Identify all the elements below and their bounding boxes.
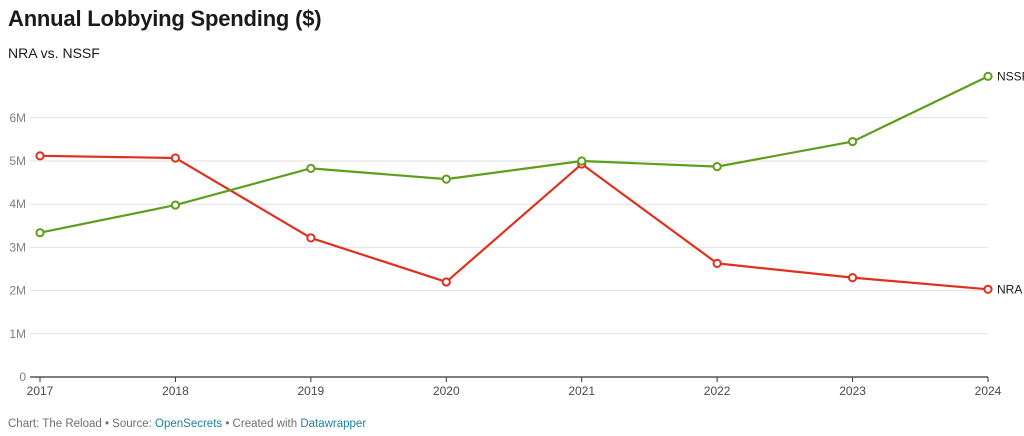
data-point-nra xyxy=(983,284,993,294)
y-tick-label: 0 xyxy=(19,370,26,384)
source-link[interactable]: OpenSecrets xyxy=(155,418,223,430)
x-tick-label: 2023 xyxy=(839,384,866,398)
x-tick-label: 2017 xyxy=(27,384,54,398)
data-point-nra xyxy=(712,258,722,268)
data-point-nssf xyxy=(306,163,316,173)
data-point-nra xyxy=(441,277,451,287)
chart-footer: Chart: The Reload • Source: OpenSecrets … xyxy=(8,418,366,430)
y-tick-label: 1M xyxy=(9,327,26,341)
x-axis-ticks: 2017 2018 2019 2020 2021 2022 2023 2024 xyxy=(27,377,1002,398)
x-tick-label: 2024 xyxy=(975,384,1002,398)
data-point-nssf xyxy=(712,162,722,172)
data-point-nra xyxy=(170,153,181,163)
data-point-nssf xyxy=(983,71,993,81)
data-point-nssf xyxy=(441,174,451,184)
series-line-nssf xyxy=(39,75,989,234)
chart-subtitle: NRA vs. NSSF xyxy=(8,45,100,61)
y-tick-label: 3M xyxy=(9,240,26,254)
datawrapper-link[interactable]: Datawrapper xyxy=(300,418,367,430)
data-point-nssf xyxy=(35,228,45,238)
x-tick-label: 2020 xyxy=(433,384,460,398)
footer-middle: • Created with xyxy=(222,418,301,430)
y-tick-label: 2M xyxy=(9,284,26,298)
chart-title: Annual Lobbying Spending ($) xyxy=(8,6,322,31)
footer-prefix: Chart: The Reload • Source: xyxy=(8,418,156,430)
data-point-nssf xyxy=(170,200,181,210)
x-tick-label: 2022 xyxy=(704,384,731,398)
y-tick-label: 6M xyxy=(9,111,26,125)
data-point-nra xyxy=(306,233,316,243)
series-group: NRA NSSF xyxy=(35,69,1024,296)
x-tick-label: 2018 xyxy=(162,384,189,398)
series-line-nra xyxy=(39,154,989,291)
grid-lines xyxy=(30,117,988,378)
x-tick-label: 2021 xyxy=(568,384,595,398)
y-tick-label: 4M xyxy=(9,197,26,211)
data-point-nssf xyxy=(577,156,587,166)
data-point-nssf xyxy=(847,136,858,147)
y-axis-ticks: 0 1M 2M 3M 4M 5M 6M xyxy=(9,111,26,384)
data-point-nra xyxy=(847,273,858,283)
data-point-nra xyxy=(35,151,45,161)
y-tick-label: 5M xyxy=(9,154,26,168)
series-label-nssf: NSSF xyxy=(997,69,1024,83)
series-label-nra: NRA xyxy=(997,282,1022,296)
x-tick-label: 2019 xyxy=(298,384,325,398)
